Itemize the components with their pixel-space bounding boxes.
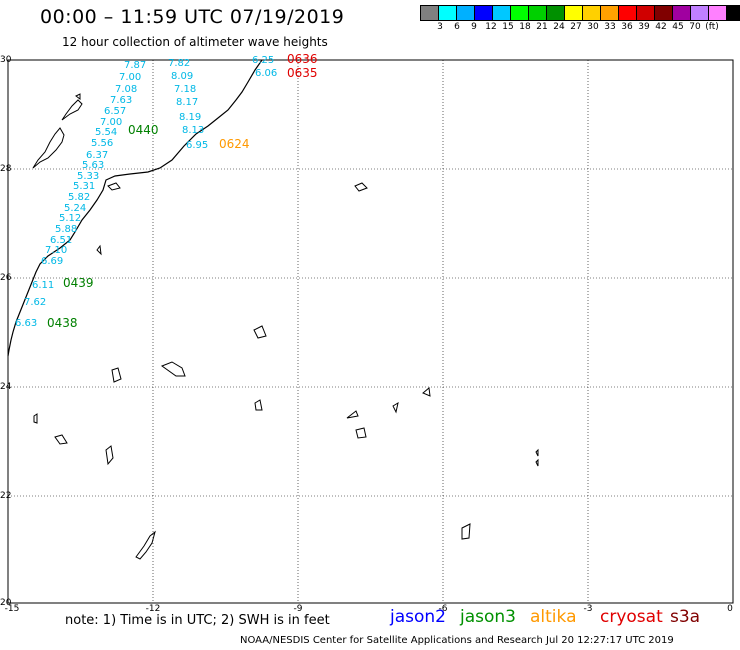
- swh-value: 6.06: [255, 68, 278, 79]
- swh-value: 8.09: [171, 71, 194, 82]
- satellite-name: jason3: [460, 607, 516, 627]
- lat-label: 30: [0, 55, 12, 65]
- legend-label: 18: [519, 22, 531, 32]
- swh-value: 5.56: [91, 138, 114, 149]
- swh-value: 5.63: [82, 160, 105, 171]
- swh-value: 5.88: [55, 224, 78, 235]
- grid-lines: [8, 60, 733, 603]
- swh-value: 5.12: [59, 213, 82, 224]
- legend-label: 24: [553, 22, 565, 32]
- swh-value: 6.69: [41, 256, 64, 267]
- map-frame: [7, 59, 734, 604]
- lon-label: -9: [293, 604, 303, 614]
- swh-value: 7.00: [119, 72, 142, 83]
- swh-value: 6.11: [32, 280, 55, 291]
- swh-value: 6.25: [252, 55, 275, 66]
- satellite-name: jason2: [390, 607, 446, 627]
- swh-value: 5.31: [73, 181, 96, 192]
- legend-label: 27: [570, 22, 582, 32]
- legend-label: 39: [638, 22, 650, 32]
- satellite-name: s3a: [670, 607, 701, 627]
- legend-swatch: [726, 5, 740, 21]
- swh-value: 5.33: [77, 171, 100, 182]
- lat-label: 20: [0, 598, 12, 608]
- swh-value: 5.24: [64, 203, 87, 214]
- legend-label: 6: [454, 22, 460, 32]
- color-scale-legend: [420, 5, 740, 21]
- lon-label: -3: [583, 604, 593, 614]
- swh-value: 7.08: [115, 84, 138, 95]
- satellite-name: altika: [530, 607, 577, 627]
- swh-value: 5.82: [68, 192, 91, 203]
- legend-label: 45: [672, 22, 684, 32]
- swh-value: 5.54: [95, 127, 118, 138]
- lat-label: 24: [0, 382, 12, 392]
- swh-value: 7.62: [24, 297, 47, 308]
- legend-label: 30: [587, 22, 599, 32]
- swh-value: 7.18: [174, 84, 197, 95]
- lon-label: -15: [4, 604, 20, 614]
- islands: [32, 93, 539, 560]
- lon-label: -12: [145, 604, 161, 614]
- color-scale-labels: 3 6 9 12 15 18 21 24 27 30 33 36 39 42 45 70 (ft): [420, 22, 740, 36]
- legend-label: 70: [689, 22, 701, 32]
- swh-value: 6.63: [15, 318, 38, 329]
- pass-time-label: 0635: [287, 66, 318, 80]
- swh-value: 6.57: [104, 106, 127, 117]
- map-subtitle: 12 hour collection of altimeter wave hei…: [62, 35, 328, 49]
- legend-label: 42: [655, 22, 667, 32]
- legend-label: 15: [502, 22, 514, 32]
- lat-label: 22: [0, 491, 12, 501]
- swh-value: 8.17: [176, 97, 199, 108]
- swh-value: 7.63: [110, 95, 133, 106]
- lat-label: 26: [0, 273, 12, 283]
- coastline-africa: [7, 59, 263, 357]
- lat-label: 28: [0, 164, 12, 174]
- pass-time-label: 0439: [63, 276, 94, 290]
- lon-label: 0: [727, 604, 733, 614]
- satellite-name: cryosat: [600, 607, 663, 627]
- legend-label: 3: [437, 22, 443, 32]
- swh-value: 8.19: [179, 112, 202, 123]
- pass-time-label: 0636: [287, 52, 318, 66]
- credit-line: NOAA/NESDIS Center for Satellite Applica…: [240, 635, 674, 646]
- legend-label: 21: [536, 22, 548, 32]
- swh-value: 6.95: [186, 140, 209, 151]
- swh-value: 6.37: [86, 150, 109, 161]
- swh-value: 6.51: [50, 235, 73, 246]
- swh-value: 7.00: [100, 117, 123, 128]
- pass-time-label: 0624: [219, 137, 250, 151]
- legend-label: 36: [621, 22, 633, 32]
- swh-value: 8.13: [182, 125, 205, 136]
- pass-time-label: 0440: [128, 123, 159, 137]
- lon-label: -6: [438, 604, 448, 614]
- legend-label: 9: [471, 22, 477, 32]
- swh-value: 7.87: [124, 60, 147, 71]
- pass-time-label: 0438: [47, 316, 78, 330]
- swh-value: 7.10: [45, 245, 68, 256]
- footer-note: note: 1) Time is in UTC; 2) SWH is in fe…: [65, 613, 330, 628]
- legend-label: 33: [604, 22, 616, 32]
- map-title: 00:00 – 11:59 UTC 07/19/2019: [40, 6, 345, 28]
- legend-label: 12: [485, 22, 497, 32]
- legend-label: (ft): [705, 22, 719, 32]
- swh-value: 7.82: [168, 58, 191, 69]
